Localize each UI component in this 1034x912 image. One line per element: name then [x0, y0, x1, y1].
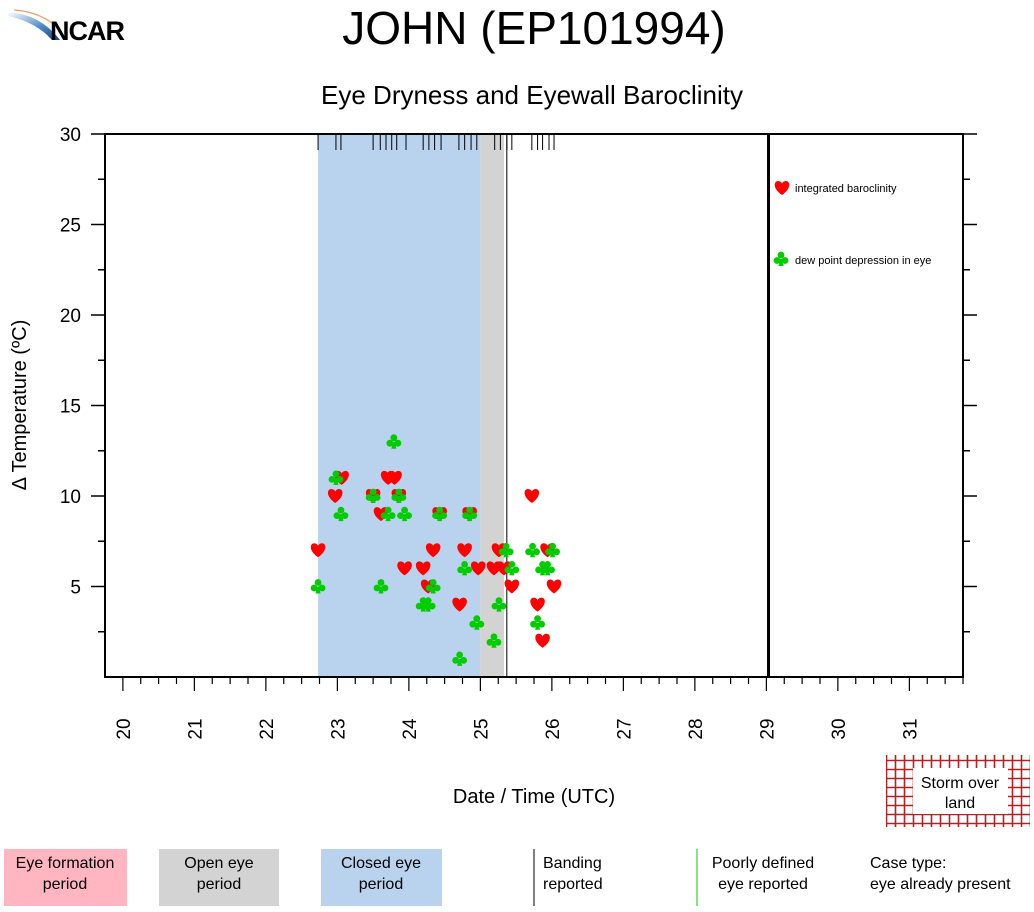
open-eye-label-2: period [197, 876, 241, 893]
heart-point [546, 579, 562, 594]
closed-eye-swatch [321, 849, 442, 906]
x-axis-label: Date / Time (UTC) [453, 786, 615, 808]
x-tick-label: 27 [614, 718, 635, 739]
banding-label-1: Banding [543, 855, 602, 872]
y-tick-label: 15 [60, 397, 81, 418]
plot-frame [104, 133, 964, 678]
case-type-label: Case type: [870, 855, 946, 872]
eye-formation-label-2: period [43, 876, 87, 893]
x-tick-label: 30 [829, 718, 850, 739]
y-tick-label: 25 [60, 216, 81, 237]
heart-point [530, 597, 545, 612]
closed-eye-label-1: Closed eye [341, 855, 421, 872]
heart-icon [774, 181, 790, 195]
x-tick-label: 23 [328, 718, 349, 739]
period-shade-open-eye [480, 134, 504, 677]
storm-over-land-label-2: land [945, 795, 975, 812]
club-icon [773, 251, 789, 266]
legend-label: integrated baroclinity [795, 183, 897, 195]
poorly-defined-label-2: eye reported [718, 876, 808, 893]
y-axis-label: Δ Temperature (ºC) [9, 320, 31, 491]
storm-over-land-label-1: Storm over [921, 775, 1000, 792]
y-tick-label: 5 [70, 578, 81, 599]
storm-over-land-key: Storm over land [886, 755, 1030, 827]
ncar-logo: NCAR [8, 9, 125, 46]
plot-area: 5 10 15 20 25 30 20 21 22 23 24 25 26 27 28 29 30 31 [60, 125, 977, 740]
x-tick-label: 25 [471, 718, 492, 739]
x-tick-label: 21 [185, 718, 206, 739]
heart-point [535, 633, 550, 648]
legend-entry-integrated-baroclinity: integrated baroclinity [774, 181, 897, 195]
x-tick-label: 28 [686, 718, 707, 739]
eye-formation-swatch [4, 849, 127, 906]
chart-subtitle: Eye Dryness and Eyewall Baroclinity [321, 80, 743, 110]
x-tick-label: 20 [114, 718, 135, 739]
x-tick-label: 26 [543, 718, 564, 739]
legend-entry-dew-point-depression: dew point depression in eye [773, 251, 931, 267]
x-tick-label: 24 [400, 718, 421, 740]
x-tick-label: 29 [757, 718, 778, 739]
y-tick-label: 10 [60, 487, 81, 508]
poorly-defined-label-1: Poorly defined [712, 855, 814, 872]
y-tick-label: 30 [60, 125, 81, 146]
chart-title: JOHN (EP101994) [342, 2, 726, 54]
heart-point [524, 489, 540, 503]
period-shade-closed-eye [318, 134, 481, 677]
y-tick-label: 20 [60, 306, 81, 327]
eye-formation-label-1: Eye formation [16, 855, 115, 872]
x-tick-label: 31 [900, 718, 921, 739]
banding-label-2: reported [543, 876, 603, 893]
open-eye-swatch [159, 849, 279, 906]
bottom-legend: Eye formation period Open eye period Clo… [4, 849, 1011, 906]
x-tick-label: 22 [257, 718, 278, 739]
case-type-value: eye already present [870, 876, 1011, 893]
club-point [525, 542, 540, 558]
club-point [530, 615, 545, 630]
open-eye-label-1: Open eye [184, 855, 253, 872]
legend-label: dew point depression in eye [795, 255, 931, 267]
closed-eye-label-2: period [359, 876, 403, 893]
svg-text:NCAR: NCAR [50, 16, 124, 46]
